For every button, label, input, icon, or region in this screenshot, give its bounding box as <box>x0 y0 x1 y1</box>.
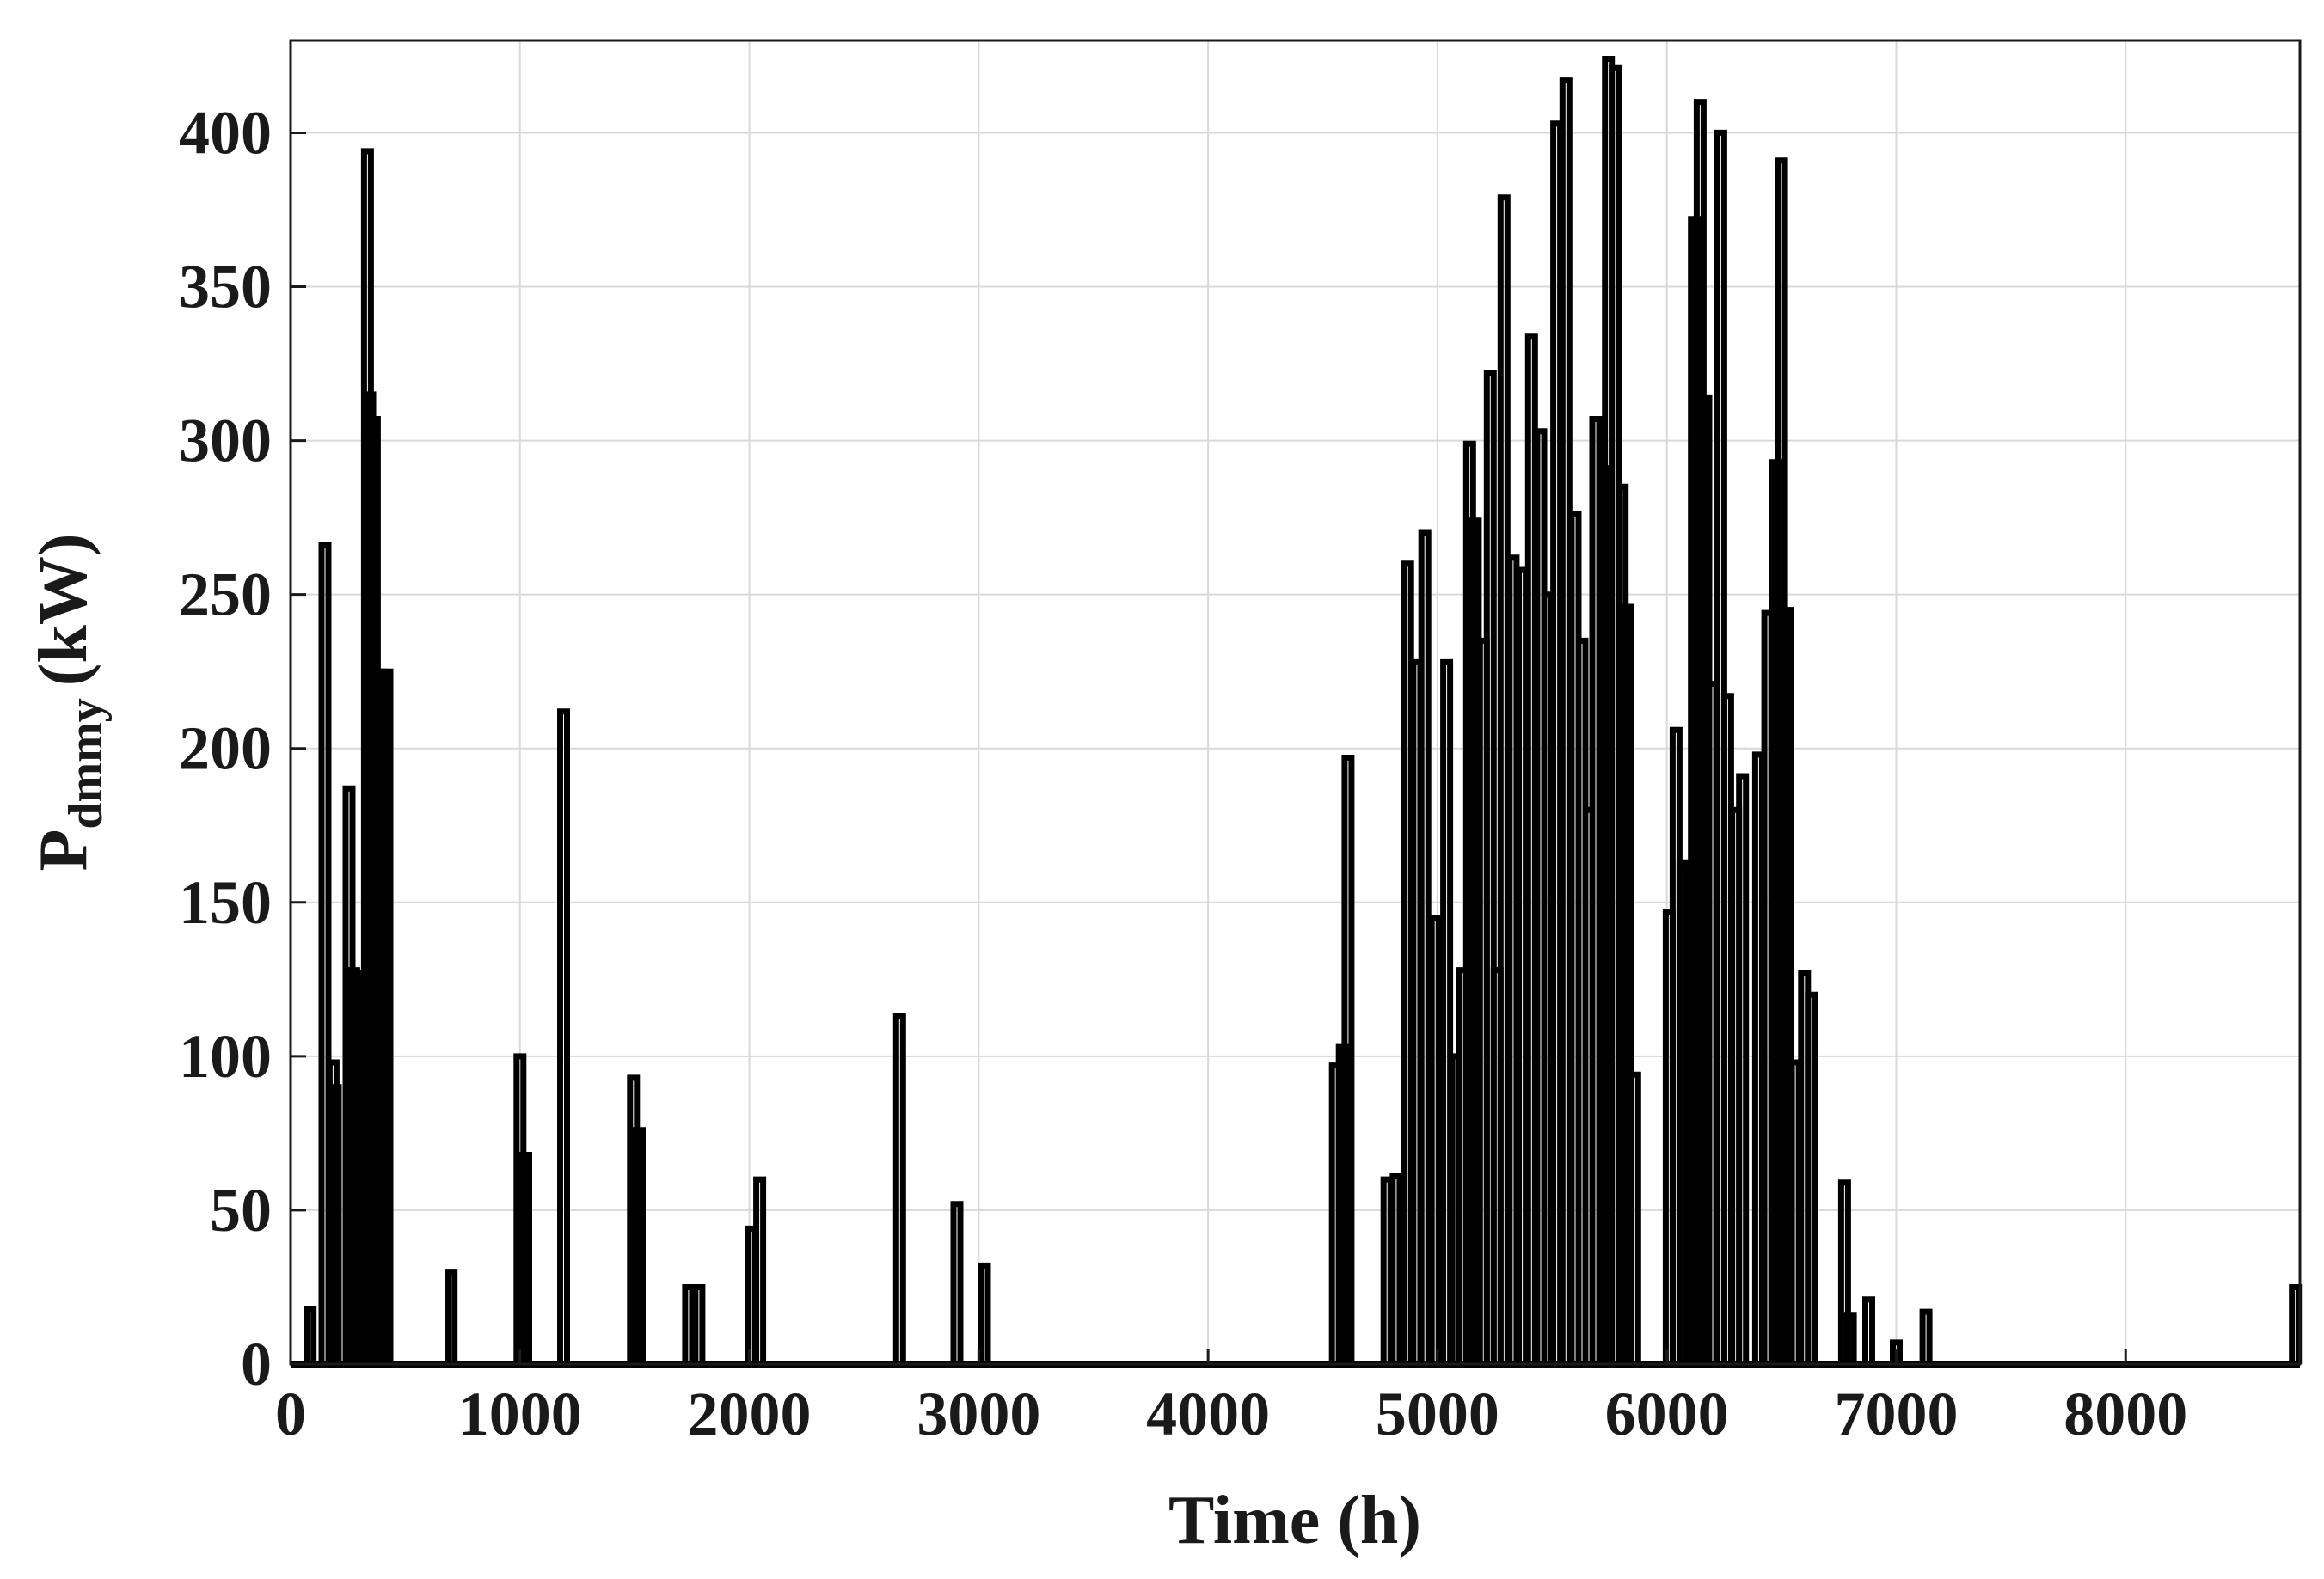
data-spike <box>1401 560 1414 1364</box>
data-spike <box>1628 1071 1641 1364</box>
y-axis-label-main: P <box>26 829 101 872</box>
data-spike <box>978 1262 991 1364</box>
x-tick-label: 0 <box>275 1380 306 1448</box>
y-tick-label: 300 <box>179 407 272 475</box>
data-spike <box>892 1013 906 1364</box>
x-tick-label: 1000 <box>458 1380 582 1448</box>
data-spike <box>692 1284 706 1364</box>
data-spike <box>318 542 332 1364</box>
data-spike <box>380 668 394 1364</box>
data-spike <box>1440 658 1454 1364</box>
x-tick-label: 8000 <box>2063 1380 2187 1448</box>
y-axis-label-sub: dmmy <box>59 698 113 829</box>
y-tick-label: 350 <box>179 253 272 321</box>
data-spike <box>1559 77 1573 1364</box>
data-spike <box>1483 370 1497 1364</box>
y-axis-label: Pdmmy (kW) <box>26 533 113 871</box>
data-spike <box>1919 1308 1933 1364</box>
data-spike <box>1541 591 1554 1364</box>
data-spike <box>1751 751 1765 1364</box>
data-spike <box>633 1127 646 1364</box>
data-area <box>291 56 2303 1368</box>
data-spike <box>1837 1179 1851 1364</box>
data-spike <box>1788 1059 1802 1364</box>
data-spike <box>1736 773 1750 1364</box>
data-spike <box>328 1084 342 1364</box>
data-spike <box>519 1152 532 1364</box>
data-spike <box>753 1176 767 1364</box>
x-tick-label: 5000 <box>1376 1380 1499 1448</box>
data-spike <box>1890 1339 1903 1364</box>
x-axis-label: Time (h) <box>1168 1483 1421 1558</box>
data-spike <box>1621 603 1634 1364</box>
data-spike <box>1805 991 1818 1364</box>
plot-frame <box>289 39 2302 1366</box>
y-axis-label-unit: (kW) <box>26 533 101 686</box>
data-spike <box>2289 1284 2303 1364</box>
data-spike <box>682 1284 696 1364</box>
x-tick-label: 3000 <box>917 1380 1040 1448</box>
y-tick-label: 150 <box>179 868 272 937</box>
x-tick-label: 2000 <box>688 1380 812 1448</box>
data-spike <box>1380 1176 1394 1364</box>
data-spike <box>1428 915 1442 1364</box>
tick-labels: 0 1000 2000 3000 4000 5000 6000 7000 8000 0 50 100 1… <box>179 98 2187 1448</box>
grid <box>291 40 2300 1364</box>
x-tick-label: 4000 <box>1146 1380 1270 1448</box>
data-spike <box>1862 1296 1875 1364</box>
y-tick-label: 250 <box>179 560 272 629</box>
data-spike <box>557 708 570 1364</box>
data-spike <box>1418 529 1432 1364</box>
data-spike <box>1550 120 1564 1364</box>
data-spike <box>1497 194 1511 1364</box>
svg-text:Pdmmy(kW): Pdmmy (kW) <box>26 533 113 871</box>
data-spike <box>1676 859 1689 1364</box>
data-spike <box>1506 554 1520 1364</box>
x-tick-label: 6000 <box>1605 1380 1729 1448</box>
y-tick-label: 100 <box>179 1022 272 1091</box>
data-spike <box>1341 755 1355 1364</box>
data-spike <box>1781 607 1794 1364</box>
data-spike <box>950 1201 964 1364</box>
data-spike <box>445 1269 458 1364</box>
y-tick-label: 50 <box>210 1176 272 1245</box>
data-spike <box>1516 566 1530 1364</box>
x-tick-label: 7000 <box>1834 1380 1958 1448</box>
data-spike <box>1389 1173 1403 1364</box>
y-tick-label: 200 <box>179 714 272 783</box>
y-tick-label: 0 <box>241 1330 272 1398</box>
data-spike <box>304 1306 317 1364</box>
data-spike <box>1843 1312 1857 1364</box>
y-tick-label: 400 <box>179 98 272 167</box>
